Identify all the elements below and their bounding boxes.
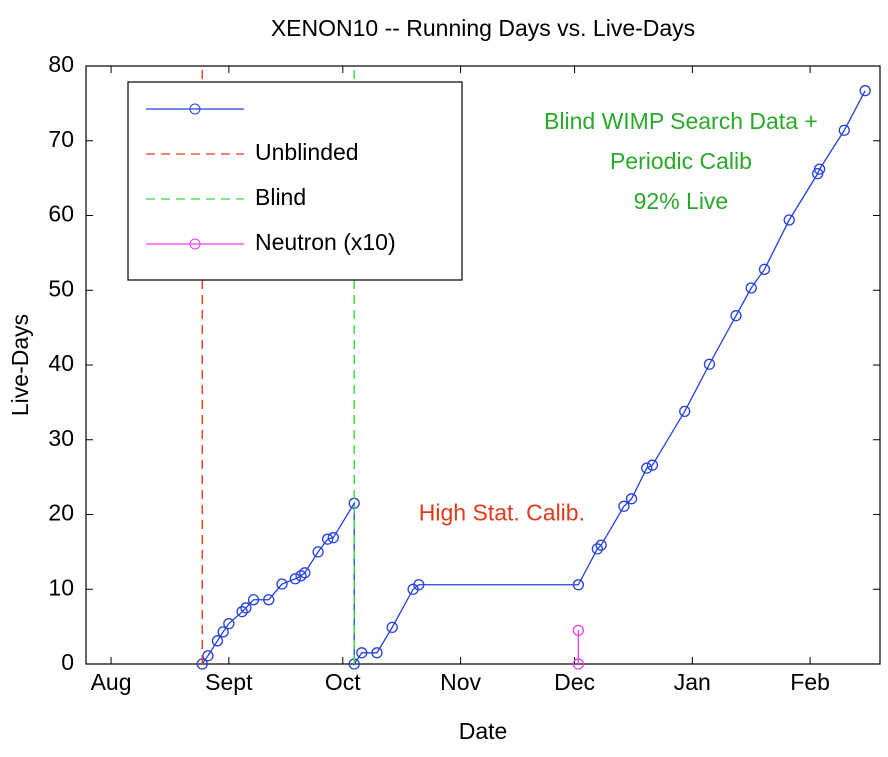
- data-point: [591, 543, 604, 555]
- data-point: [211, 635, 224, 647]
- legend-label: Blind: [255, 184, 306, 210]
- data-point: [371, 647, 383, 659]
- data-point: [838, 124, 850, 136]
- annotation: Periodic Calib: [610, 148, 752, 174]
- data-point: [247, 594, 260, 606]
- data-point: [276, 578, 288, 590]
- annotation: 92% Live: [634, 188, 729, 214]
- legend-label: Unblinded: [255, 139, 359, 165]
- y-tick-label: 50: [48, 275, 74, 301]
- data-point: [730, 310, 742, 322]
- data-point: [641, 462, 653, 474]
- x-tick-label: Feb: [790, 669, 830, 695]
- data-point: [859, 85, 871, 97]
- data-point: [356, 647, 368, 659]
- data-point: [572, 658, 585, 670]
- chart-title: XENON10 -- Running Days vs. Live-Days: [271, 15, 695, 41]
- y-tick-label: 20: [48, 500, 74, 526]
- data-point: [312, 546, 324, 558]
- data-point: [703, 358, 716, 370]
- legend-marker: [189, 103, 201, 115]
- legend-box: [127, 81, 463, 281]
- data-point: [240, 602, 252, 614]
- data-point: [386, 621, 398, 634]
- data-point: [223, 617, 235, 630]
- y-tick-label: 70: [48, 126, 74, 152]
- data-point: [321, 533, 334, 545]
- data-point: [758, 263, 771, 275]
- y-axis-label: Live-Days: [7, 314, 33, 416]
- data-point: [646, 459, 659, 471]
- data-point: [263, 594, 275, 606]
- annotation: Blind WIMP Search Data +: [544, 108, 818, 134]
- y-tick-label: 80: [48, 51, 74, 77]
- x-axis-label: Date: [459, 718, 508, 744]
- y-tick-label: 0: [61, 649, 74, 675]
- data-point: [295, 570, 307, 582]
- data-point: [625, 493, 638, 505]
- data-point: [813, 163, 826, 175]
- x-tick-label: Aug: [91, 669, 132, 695]
- legend-marker: [189, 238, 201, 250]
- legend-label: Neutron (x10): [255, 229, 396, 255]
- data-point: [572, 579, 585, 591]
- y-tick-label: 60: [48, 201, 74, 227]
- data-point: [327, 532, 339, 544]
- data-point: [572, 624, 585, 637]
- data-point: [289, 573, 301, 585]
- data-point: [679, 405, 691, 417]
- data-point: [595, 539, 607, 551]
- annotation: High Stat. Calib.: [419, 500, 585, 526]
- data-point: [745, 282, 757, 294]
- y-tick-label: 40: [48, 350, 74, 376]
- y-tick-label: 30: [48, 425, 74, 451]
- data-point: [236, 606, 248, 618]
- x-tick-label: Nov: [440, 669, 481, 695]
- y-tick-label: 10: [48, 574, 74, 600]
- x-tick-label: Oct: [325, 669, 361, 695]
- data-point: [783, 214, 795, 226]
- data-point: [413, 579, 425, 591]
- x-tick-label: Dec: [554, 669, 595, 695]
- x-tick-label: Sept: [205, 669, 253, 695]
- data-point: [618, 500, 630, 512]
- x-tick-label: Jan: [674, 669, 711, 695]
- data-point: [217, 626, 229, 638]
- data-point: [299, 567, 311, 579]
